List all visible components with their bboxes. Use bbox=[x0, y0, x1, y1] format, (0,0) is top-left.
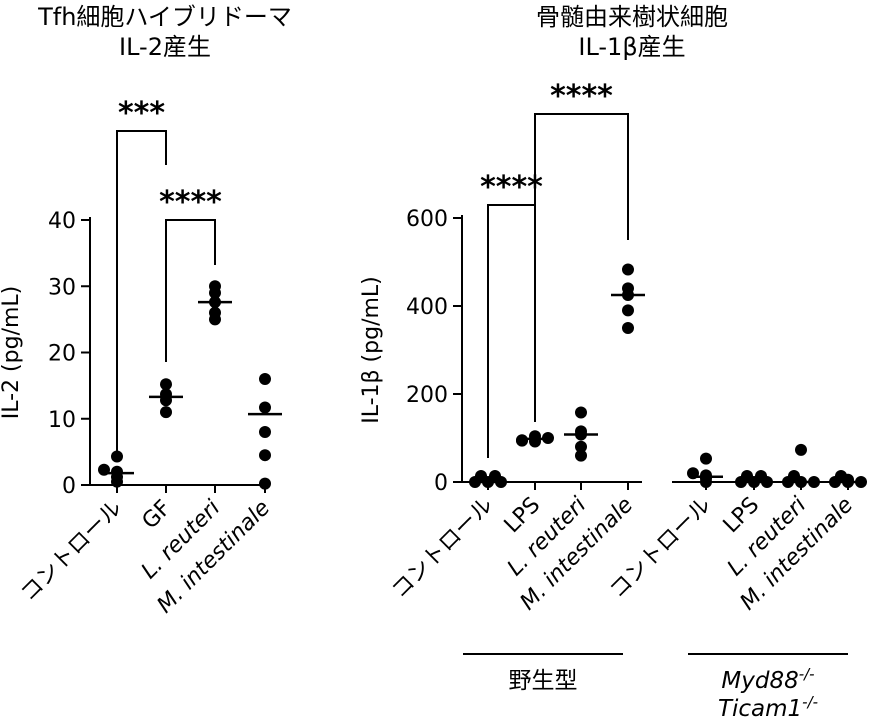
data-point bbox=[575, 440, 587, 453]
data-point bbox=[209, 313, 221, 326]
data-point bbox=[259, 401, 271, 414]
data-point bbox=[259, 449, 271, 462]
y-axis-label: IL-2 (pg/mL) bbox=[0, 286, 24, 419]
x-tick-label: コントロール bbox=[16, 496, 127, 607]
right-panel-subtitle: IL-1β産生 bbox=[578, 33, 685, 61]
gene-myd88-superscript: -/- bbox=[799, 665, 815, 683]
significance-stars: **** bbox=[550, 79, 613, 114]
data-point bbox=[795, 443, 807, 456]
gene-ticam1-superscript: -/- bbox=[802, 693, 818, 711]
significance-stars: **** bbox=[159, 185, 222, 220]
significance-stars: **** bbox=[480, 170, 543, 205]
data-point bbox=[489, 470, 501, 482]
y-tick-label: 200 bbox=[406, 383, 448, 408]
y-tick-label: 0 bbox=[434, 471, 448, 496]
data-point bbox=[475, 470, 487, 482]
data-point bbox=[259, 373, 271, 385]
y-tick-label: 40 bbox=[48, 209, 76, 234]
y-tick-label: 0 bbox=[62, 474, 76, 499]
data-point bbox=[700, 476, 712, 488]
significance-bracket bbox=[487, 204, 536, 458]
data-point bbox=[755, 470, 767, 482]
data-point bbox=[788, 470, 800, 482]
data-point bbox=[622, 304, 634, 317]
data-point bbox=[259, 426, 271, 438]
data-point bbox=[700, 452, 712, 465]
significance-bracket bbox=[165, 219, 216, 362]
data-point bbox=[575, 406, 587, 419]
data-point bbox=[741, 470, 753, 482]
data-point bbox=[160, 378, 172, 391]
group-label-wild-type: 野生型 bbox=[509, 668, 578, 694]
y-tick-label: 600 bbox=[406, 207, 448, 232]
left-panel-subtitle: IL-2産生 bbox=[119, 33, 211, 61]
y-tick-label: 10 bbox=[48, 408, 76, 433]
data-point bbox=[529, 435, 541, 448]
y-tick-label: 20 bbox=[48, 342, 76, 367]
data-point bbox=[111, 450, 123, 463]
data-point bbox=[835, 470, 847, 482]
right-panel-title: 骨髄由来樹状細胞 bbox=[536, 3, 728, 31]
data-point bbox=[209, 286, 221, 299]
gene-ticam1: Ticam1 bbox=[718, 696, 802, 720]
data-point bbox=[622, 322, 634, 334]
significance-bracket bbox=[116, 130, 167, 455]
data-point bbox=[516, 434, 528, 447]
significance-stars: *** bbox=[118, 96, 165, 131]
group-label-knockout-line2: Ticam1-/- bbox=[718, 693, 818, 720]
data-point bbox=[259, 477, 271, 490]
y-tick-label: 400 bbox=[406, 295, 448, 320]
x-tick-label: GF bbox=[138, 496, 177, 535]
significance-bracket bbox=[534, 113, 629, 422]
data-point bbox=[575, 449, 587, 462]
gene-myd88: Myd88 bbox=[721, 668, 798, 694]
data-point bbox=[160, 406, 172, 419]
x-tick-label: コントロール bbox=[387, 493, 498, 604]
group-label-knockout-line1: Myd88-/- bbox=[721, 665, 814, 694]
y-tick-label: 30 bbox=[48, 275, 76, 300]
data-point bbox=[622, 263, 634, 276]
left-panel-title: Tfh細胞ハイブリドーマ bbox=[37, 3, 292, 31]
y-axis-label: IL-1β (pg/mL) bbox=[359, 276, 384, 424]
